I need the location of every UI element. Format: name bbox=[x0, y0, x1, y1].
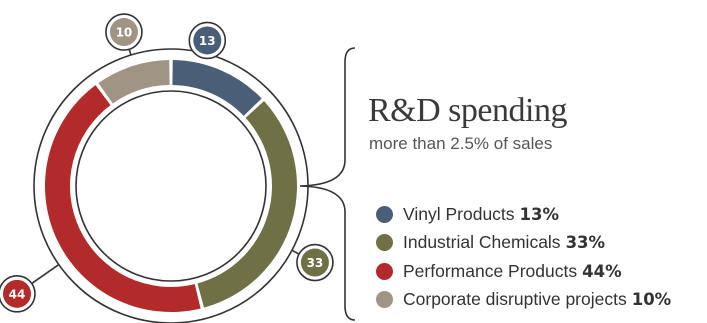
legend-label: Performance Products bbox=[403, 260, 578, 281]
data-label-badge: 10 bbox=[105, 13, 143, 51]
legend-value: 33% bbox=[565, 233, 606, 253]
chart-title: R&D spending bbox=[368, 92, 567, 129]
title-bracket bbox=[299, 47, 356, 321]
legend-swatch bbox=[376, 291, 393, 309]
data-label-badge: 44 bbox=[0, 275, 36, 313]
chart-subtitle: more than 2.5% of sales bbox=[369, 134, 553, 153]
badge-connector bbox=[28, 263, 60, 287]
legend-label: Corporate disruptive projects bbox=[403, 289, 627, 310]
legend-value: 44% bbox=[582, 261, 622, 281]
legend-swatch bbox=[376, 205, 393, 223]
donut-slice-performance-products bbox=[44, 85, 201, 312]
donut-slice-corporate-disruptive-projects bbox=[98, 60, 170, 104]
legend-value: 13% bbox=[519, 204, 560, 224]
inner-ring-outline bbox=[75, 90, 267, 282]
legend-label: Vinyl Products bbox=[403, 203, 515, 224]
data-label-badge: 33 bbox=[296, 243, 334, 282]
outer-ring-outline bbox=[33, 48, 309, 323]
data-label-text: 33 bbox=[307, 256, 324, 270]
legend-item-corporate-disruptive-projects: Corporate disruptive projects 10% bbox=[376, 286, 671, 315]
legend-item-performance-products: Performance Products 44% bbox=[376, 257, 671, 286]
legend-swatch bbox=[376, 234, 393, 252]
donut-slice-vinyl-products bbox=[172, 60, 262, 116]
legend-swatch bbox=[376, 262, 393, 280]
donut-slice-industrial-chemicals bbox=[197, 101, 297, 308]
data-label-text: 44 bbox=[9, 287, 26, 301]
legend-item-vinyl-products: Vinyl Products 13% bbox=[376, 200, 671, 229]
legend: Vinyl Products 13% Industrial Chemicals … bbox=[376, 200, 671, 314]
legend-label: Industrial Chemicals bbox=[403, 232, 561, 253]
legend-value: 10% bbox=[631, 290, 672, 310]
data-label-text: 13 bbox=[199, 34, 216, 48]
legend-item-industrial-chemicals: Industrial Chemicals 33% bbox=[376, 229, 671, 258]
data-label-text: 10 bbox=[116, 26, 133, 40]
data-label-badge: 13 bbox=[188, 21, 227, 60]
